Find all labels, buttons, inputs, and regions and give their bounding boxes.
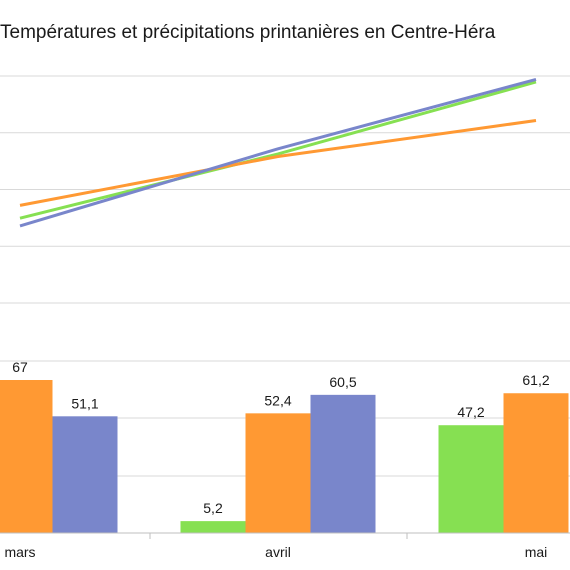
x-axis: mars avril mai <box>0 532 570 560</box>
bar-value-label: 51,1 <box>71 395 98 411</box>
bar <box>310 394 376 533</box>
bar <box>52 416 118 533</box>
bar-value-label: 67 <box>12 359 28 375</box>
bar-value-label: 61,2 <box>522 372 549 388</box>
x-tick-label: mai <box>525 544 548 560</box>
line-series <box>19 77 537 228</box>
bar-value-label: 60,5 <box>329 374 356 390</box>
bar <box>0 380 53 533</box>
series-line <box>19 119 537 207</box>
bar <box>503 393 569 533</box>
x-tick-label: avril <box>265 544 291 560</box>
bar <box>180 521 246 533</box>
series-line <box>19 80 537 220</box>
bar-value-label: 52,4 <box>264 392 291 408</box>
data-labels: 5,2 47,2 67 52,4 61,2 51,1 60,5 <box>12 359 550 516</box>
series-line <box>19 77 537 228</box>
chart-title: Températures et précipitations printaniè… <box>0 22 496 43</box>
bar <box>245 413 311 533</box>
bar-series <box>0 380 569 533</box>
bar-value-label: 47,2 <box>457 404 484 420</box>
bar-value-label: 5,2 <box>203 500 223 516</box>
bar <box>438 425 504 533</box>
x-tick-label: mars <box>4 544 35 560</box>
